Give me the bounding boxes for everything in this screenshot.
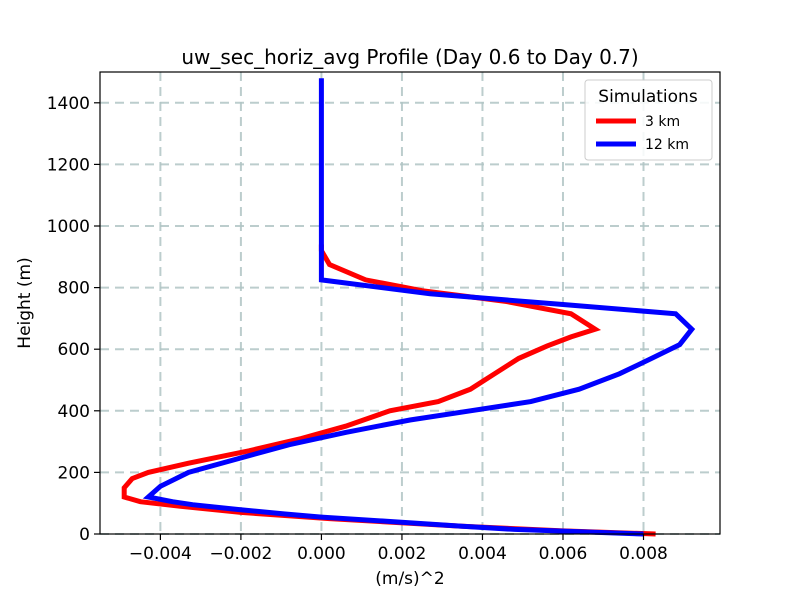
x-tick-label: 0.004 bbox=[458, 544, 507, 564]
x-tick-label: 0.002 bbox=[378, 544, 427, 564]
y-tick-label: 800 bbox=[58, 279, 90, 299]
plot-frame bbox=[99, 71, 721, 535]
tick-layer: −0.004 −0.002 0.000 0.002 0.004 0.006 0.008 0 20… bbox=[47, 94, 668, 564]
x-tick-label: 0.006 bbox=[539, 544, 588, 564]
x-tick-label: −0.002 bbox=[209, 544, 272, 564]
chart-title: uw_sec_horiz_avg Profile (Day 0.6 to Day… bbox=[181, 45, 638, 69]
grid-layer bbox=[100, 72, 720, 535]
y-tick-label: 400 bbox=[58, 402, 90, 422]
y-axis-label: Height (m) bbox=[15, 257, 35, 348]
y-tick-label: 600 bbox=[58, 340, 90, 360]
y-tick-label: 1400 bbox=[47, 94, 90, 114]
legend-frame bbox=[584, 79, 713, 161]
legend: Simulations 3 km 12 km bbox=[584, 79, 713, 161]
x-axis-label: (m/s)^2 bbox=[375, 569, 444, 589]
series-layer bbox=[121, 78, 696, 537]
y-tick-label: 1200 bbox=[47, 155, 90, 175]
legend-label-12km: 12 km bbox=[645, 137, 689, 153]
legend-label-3km: 3 km bbox=[645, 114, 680, 130]
y-tick-label: 0 bbox=[79, 525, 90, 545]
series-line-12km bbox=[142, 78, 696, 537]
legend-title: Simulations bbox=[598, 87, 698, 107]
y-tick-label: 200 bbox=[58, 463, 90, 483]
x-tick-label: −0.004 bbox=[129, 544, 192, 564]
x-tick-label: 0.008 bbox=[619, 544, 668, 564]
x-tick-label: 0.000 bbox=[297, 544, 346, 564]
y-tick-label: 1000 bbox=[47, 217, 90, 237]
